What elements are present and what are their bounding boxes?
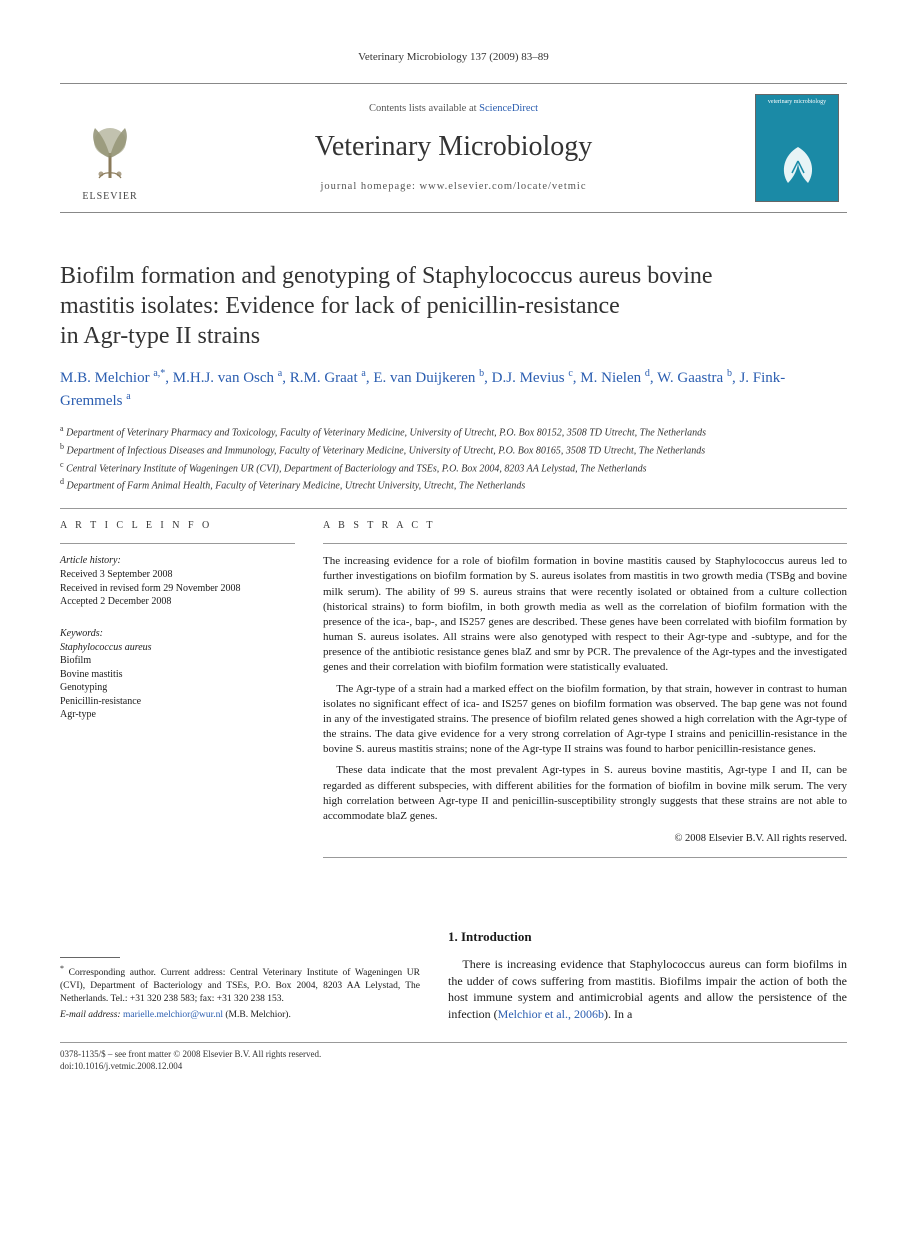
publisher-block: ELSEVIER — [60, 84, 160, 212]
journal-homepage-line: journal homepage: www.elsevier.com/locat… — [321, 180, 587, 195]
affiliation-line: c Central Veterinary Institute of Wageni… — [60, 459, 847, 477]
affiliation-line: a Department of Veterinary Pharmacy and … — [60, 423, 847, 441]
keyword-item: Biofilm — [60, 654, 295, 668]
abstract-paragraph: The Agr-type of a strain had a marked ef… — [323, 682, 847, 758]
intro-text-2: ). In a — [604, 1007, 632, 1021]
title-line-2: mastitis isolates: Evidence for lack of … — [60, 293, 620, 319]
email-suffix: (M.B. Melchior). — [225, 1010, 290, 1020]
cover-label: veterinary microbiology — [756, 95, 838, 106]
abstract-column: A B S T R A C T The increasing evidence … — [323, 519, 847, 868]
affiliation-line: d Department of Farm Animal Health, Facu… — [60, 476, 847, 494]
history-line: Received in revised form 29 November 200… — [60, 582, 295, 596]
abstract-paragraph: These data indicate that the most preval… — [323, 763, 847, 824]
intro-paragraph: There is increasing evidence that Staphy… — [448, 956, 847, 1022]
footer-rule — [60, 1042, 847, 1043]
cover-thumb-block: veterinary microbiology — [747, 84, 847, 212]
article-info-column: A R T I C L E I N F O Article history: R… — [60, 519, 295, 868]
introduction-body: There is increasing evidence that Staphy… — [448, 956, 847, 1022]
page-footer: 0378-1135/$ – see front matter © 2008 El… — [60, 1049, 847, 1072]
abstract-copyright: © 2008 Elsevier B.V. All rights reserved… — [323, 832, 847, 847]
footer-line-2: doi:10.1016/j.vetmic.2008.12.004 — [60, 1061, 847, 1073]
history-label: Article history: — [60, 554, 295, 568]
history-line: Accepted 2 December 2008 — [60, 595, 295, 609]
publisher-name: ELSEVIER — [82, 190, 137, 204]
abstract-heading: A B S T R A C T — [323, 519, 847, 533]
corresponding-email-line: E-mail address: marielle.melchior@wur.nl… — [60, 1009, 420, 1022]
abstract-rule-bottom — [323, 857, 847, 858]
article-info-heading: A R T I C L E I N F O — [60, 519, 295, 533]
corresponding-note: * Corresponding author. Current address:… — [60, 964, 420, 1006]
journal-cover-thumbnail: veterinary microbiology — [755, 94, 839, 202]
keywords-label: Keywords: — [60, 627, 295, 641]
keyword-item: Agr-type — [60, 708, 295, 722]
keywords-list: Staphylococcus aureusBiofilmBovine masti… — [60, 641, 295, 722]
history-lines: Received 3 September 2008Received in rev… — [60, 568, 295, 609]
intro-number: 1. — [448, 929, 458, 944]
masthead-center: Contents lists available at ScienceDirec… — [160, 84, 747, 212]
journal-masthead: ELSEVIER Contents lists available at Sci… — [60, 83, 847, 213]
title-line-3: in Agr-type II strains — [60, 323, 260, 349]
keyword-item: Bovine mastitis — [60, 668, 295, 682]
abstract-paragraph: The increasing evidence for a role of bi… — [323, 554, 847, 675]
keyword-item: Penicillin-resistance — [60, 695, 295, 709]
intro-citation-link[interactable]: Melchior et al., 2006b — [498, 1007, 604, 1021]
journal-name: Veterinary Microbiology — [315, 127, 593, 166]
affiliation-line: b Department of Infectious Diseases and … — [60, 441, 847, 459]
contents-available-line: Contents lists available at ScienceDirec… — [369, 102, 538, 117]
running-head: Veterinary Microbiology 137 (2009) 83–89 — [60, 50, 847, 65]
introduction-heading: 1. Introduction — [448, 928, 847, 946]
history-line: Received 3 September 2008 — [60, 568, 295, 582]
footer-line-1: 0378-1135/$ – see front matter © 2008 El… — [60, 1049, 847, 1061]
keyword-item: Genotyping — [60, 681, 295, 695]
intro-title: Introduction — [461, 929, 532, 944]
email-label: E-mail address: — [60, 1010, 121, 1020]
cover-art-icon — [764, 143, 832, 195]
corr-rule — [60, 957, 120, 958]
divider-rule — [60, 508, 847, 509]
corr-text: Corresponding author. Current address: C… — [60, 968, 420, 1004]
contents-prefix: Contents lists available at — [369, 103, 479, 114]
info-rule — [60, 543, 295, 544]
sciencedirect-link[interactable]: ScienceDirect — [479, 103, 538, 114]
abstract-rule-top — [323, 543, 847, 544]
abstract-body: The increasing evidence for a role of bi… — [323, 554, 847, 824]
corresponding-email-link[interactable]: marielle.melchior@wur.nl — [123, 1010, 223, 1020]
corresponding-author-block: * Corresponding author. Current address:… — [60, 928, 420, 1022]
elsevier-logo-icon — [75, 118, 145, 188]
affiliation-list: a Department of Veterinary Pharmacy and … — [60, 423, 847, 494]
title-line-1: Biofilm formation and genotyping of Stap… — [60, 263, 713, 289]
keyword-item: Staphylococcus aureus — [60, 641, 295, 655]
introduction-column: 1. Introduction There is increasing evid… — [448, 928, 847, 1022]
author-list: M.B. Melchior a,*, M.H.J. van Osch a, R.… — [60, 367, 847, 413]
article-title: Biofilm formation and genotyping of Stap… — [60, 261, 847, 351]
corr-marker: * — [60, 964, 64, 973]
